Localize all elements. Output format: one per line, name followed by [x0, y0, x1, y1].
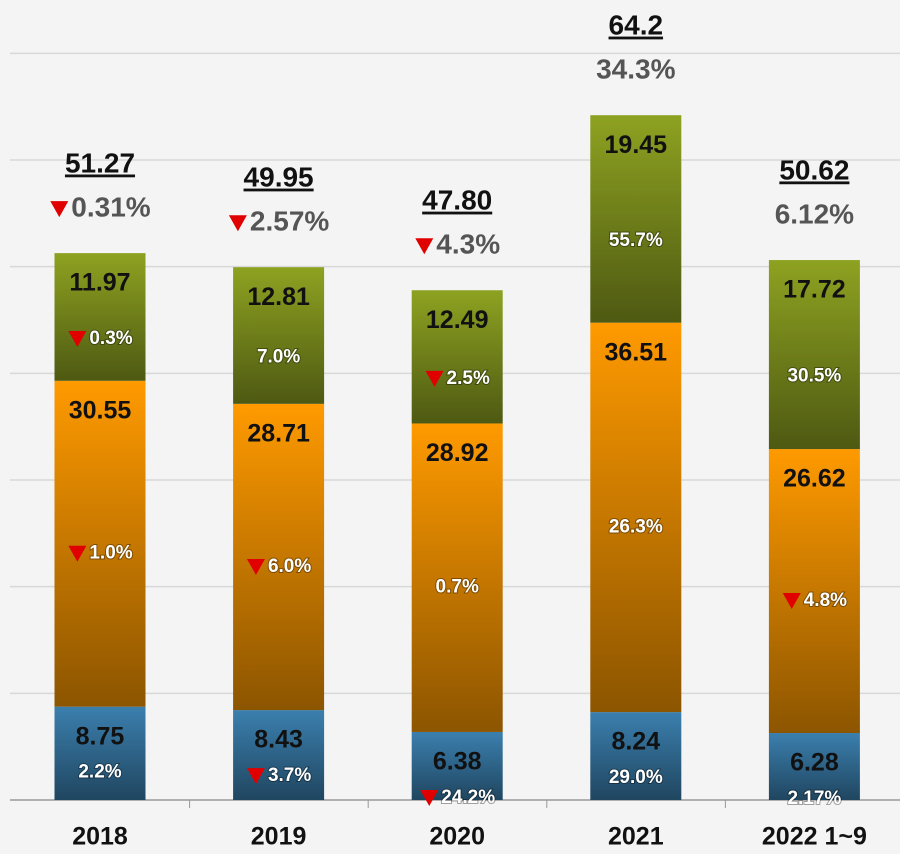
bar-segment: [590, 712, 682, 800]
segment-value-label: 12.81: [247, 283, 310, 311]
x-tick-label: 2020: [429, 823, 485, 851]
x-tick-label: 2019: [251, 823, 307, 851]
x-tick-label: 2018: [72, 823, 128, 851]
down-arrow: [50, 201, 69, 218]
segment-value-label: 8.75: [76, 722, 125, 750]
total-label: 50.62: [779, 154, 849, 185]
down-arrow: [420, 789, 439, 806]
segment-change-label: 0.3%: [89, 328, 132, 349]
segment-change-label: 0.7%: [436, 577, 479, 598]
bar-segment: [233, 710, 325, 800]
down-arrow: [68, 545, 87, 562]
down-arrow: [228, 215, 247, 232]
x-tick-label: 2022 1~9: [762, 823, 867, 851]
segment-change-label: 1.0%: [89, 543, 132, 564]
segment-change-label: 2.17%: [787, 788, 841, 809]
bar-segment: [233, 403, 325, 711]
segment-change-label: 30.5%: [787, 366, 841, 387]
segment-change-label: 55.7%: [609, 230, 663, 251]
segment-value-label: 12.49: [426, 306, 489, 334]
bar-segment: [768, 260, 860, 450]
total-label: 47.80: [422, 185, 492, 216]
segment-change-label: 2.5%: [447, 368, 490, 389]
total-label: 64.2: [609, 10, 664, 41]
down-arrow: [68, 330, 87, 347]
down-arrow: [782, 593, 801, 610]
segment-change-label: 29.0%: [609, 767, 663, 788]
down-arrow: [425, 370, 444, 387]
total-change-label: 6.12%: [775, 198, 854, 229]
bar-segment: [54, 706, 146, 800]
bar-segment: [233, 267, 325, 404]
segment-value-label: 28.71: [247, 419, 310, 447]
segment-value-label: 8.43: [254, 726, 303, 754]
down-arrow: [415, 238, 434, 255]
segment-change-label: 7.0%: [257, 347, 300, 368]
segment-change-label: 2.2%: [78, 762, 121, 783]
bar-segment: [411, 423, 503, 732]
total-change-label: 2.57%: [250, 206, 329, 237]
down-arrow: [246, 768, 265, 785]
segment-value-label: 19.45: [605, 131, 668, 159]
bar-segment: [768, 449, 860, 734]
segment-change-label: 6.0%: [268, 556, 311, 577]
segment-value-label: 36.51: [605, 338, 668, 366]
segment-value-label: 6.38: [433, 748, 482, 776]
total-label: 51.27: [65, 148, 135, 179]
total-change-label: 4.3%: [436, 229, 500, 260]
down-arrow: [246, 558, 265, 575]
bar-segment: [768, 733, 860, 800]
bar-segment: [54, 253, 146, 381]
segment-value-label: 26.62: [783, 465, 846, 493]
total-label: 49.95: [244, 162, 314, 193]
bar-segment: [54, 380, 146, 707]
segment-change-label: 4.8%: [804, 590, 847, 611]
segment-change-label: 3.7%: [268, 765, 311, 786]
segment-change-label: 24.2%: [441, 787, 495, 808]
x-tick-label: 2021: [608, 823, 664, 851]
segment-value-label: 8.24: [611, 728, 660, 756]
segment-value-label: 17.72: [783, 276, 846, 304]
segment-value-label: 6.28: [790, 749, 839, 777]
segment-value-label: 28.92: [426, 439, 489, 467]
bar-segment: [590, 115, 682, 323]
total-change-label: 34.3%: [596, 54, 675, 85]
bar-segment: [411, 290, 503, 424]
segment-value-label: 11.97: [69, 269, 130, 297]
segment-value-label: 30.55: [69, 396, 132, 424]
total-change-label: 0.31%: [71, 192, 150, 223]
bar-segment: [590, 322, 682, 713]
bar-segment: [411, 731, 503, 800]
segment-change-label: 26.3%: [609, 516, 663, 537]
